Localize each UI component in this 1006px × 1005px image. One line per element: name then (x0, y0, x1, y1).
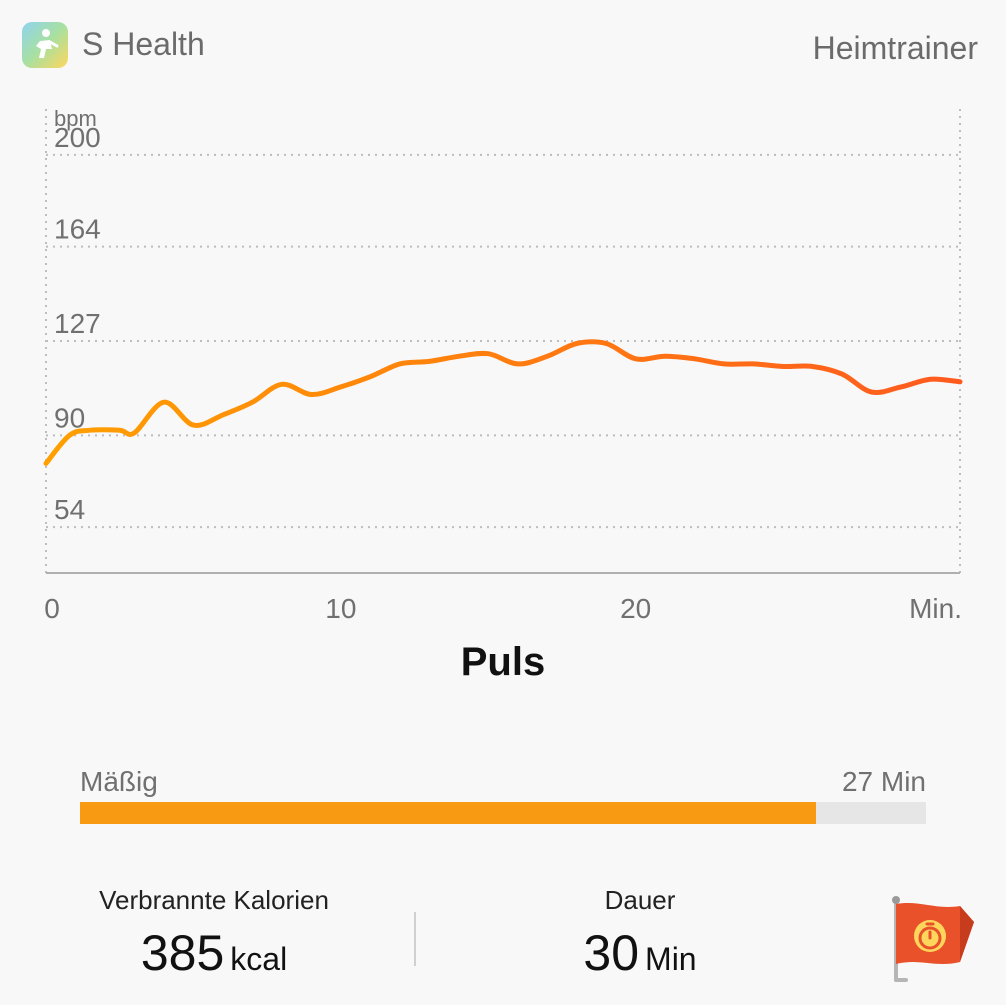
zone-progress-fill (80, 802, 817, 824)
calories-value: 385 (140, 925, 225, 981)
calories-value-row: 385 kcal (40, 924, 388, 982)
duration-value-row: 30 Min (470, 924, 810, 982)
calories-unit: kcal (230, 941, 288, 977)
y-tick-label: 164 (54, 214, 101, 245)
duration-unit: Min (645, 941, 697, 977)
y-tick-label: 127 (54, 308, 101, 339)
calories-label: Verbrannte Kalorien (99, 885, 329, 915)
duration-stat: Dauer 30 Min (470, 885, 810, 982)
header: S Health Heimtrainer (0, 0, 1006, 90)
y-tick-label: 200 (54, 122, 101, 153)
zone-progress-bar (80, 802, 926, 824)
duration-label: Dauer (604, 885, 676, 915)
zone-label: Mäßig (80, 766, 158, 797)
y-tick-label: 54 (54, 494, 85, 525)
calories-stat: Verbrannte Kalorien 385 kcal (40, 885, 388, 982)
workout-type: Heimtrainer (812, 30, 978, 66)
y-unit-label: bpm (54, 106, 97, 131)
s-health-runner-icon[interactable] (22, 22, 68, 68)
x-unit-label: Min. (909, 593, 962, 624)
stats-divider (414, 912, 416, 966)
heart-rate-chart: bpm 200 164 127 90 54 0 10 20 Min. (0, 95, 1006, 635)
x-tick-label: 20 (620, 593, 651, 624)
y-tick-label: 90 (54, 402, 85, 433)
app-name: S Health (82, 26, 205, 62)
duration-value: 30 (583, 925, 640, 981)
zone-duration: 27 Min (841, 766, 926, 797)
stopwatch-flag-icon[interactable] (880, 892, 980, 992)
x-tick-label: 0 (44, 593, 60, 624)
x-tick-label: 10 (325, 593, 356, 624)
chart-title: Puls (460, 640, 546, 684)
heart-rate-line (43, 339, 963, 466)
